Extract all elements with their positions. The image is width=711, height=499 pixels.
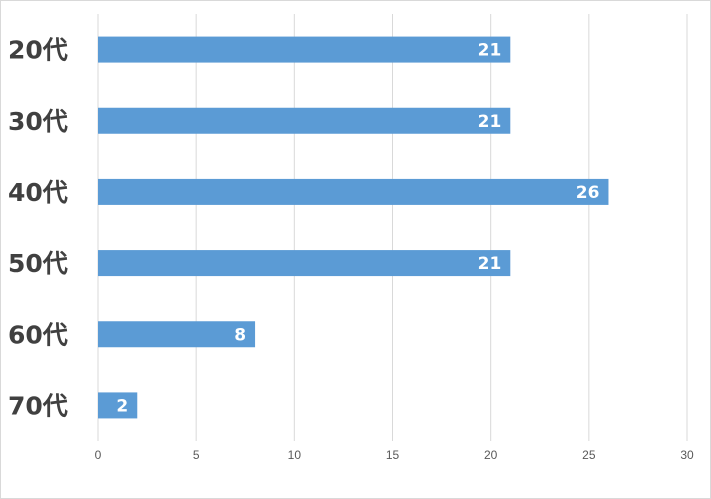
x-tick-label: 0	[95, 448, 102, 462]
bar	[98, 107, 511, 134]
category-label: 30代	[8, 107, 68, 136]
data-label: 26	[576, 183, 600, 203]
data-label: 21	[478, 112, 502, 132]
category-label: 50代	[8, 249, 68, 278]
bar	[98, 178, 609, 205]
x-tick-label: 20	[484, 448, 498, 462]
x-tick-label: 30	[680, 448, 694, 462]
category-label: 40代	[8, 178, 68, 207]
bar	[98, 36, 511, 63]
category-label: 20代	[8, 36, 68, 65]
category-label: 60代	[8, 320, 68, 349]
bar	[98, 321, 256, 348]
data-label: 21	[478, 254, 502, 274]
category-label: 70代	[8, 391, 68, 420]
x-tick-label: 15	[386, 448, 400, 462]
data-label: 21	[478, 41, 502, 61]
bar	[98, 392, 138, 419]
data-label: 8	[234, 325, 246, 345]
data-label: 2	[116, 396, 128, 416]
x-tick-label: 10	[288, 448, 302, 462]
x-tick-label: 5	[193, 448, 200, 462]
x-tick-label: 25	[582, 448, 596, 462]
bar	[98, 250, 511, 277]
